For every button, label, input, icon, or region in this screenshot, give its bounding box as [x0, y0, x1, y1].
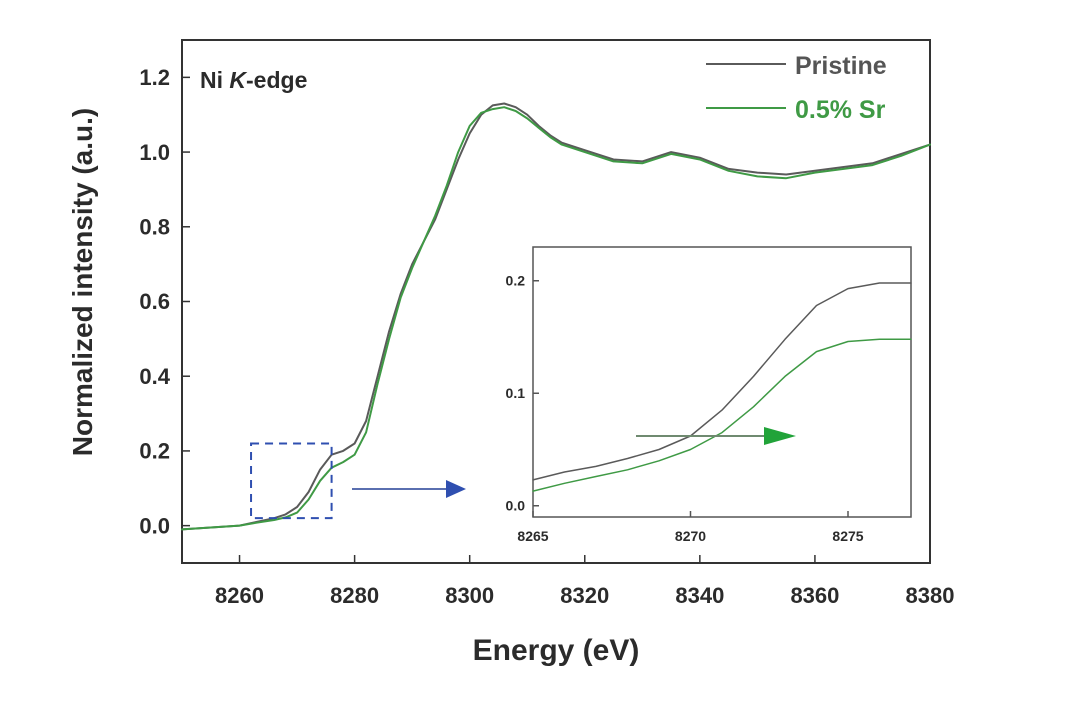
- series-line-pristine: [532, 282, 912, 481]
- inset-series-lines: [532, 282, 912, 492]
- y-tick-label: 0.0: [139, 513, 170, 538]
- y-axis-title: Normalized intensity (a.u.): [67, 108, 98, 457]
- inset-frame: [532, 246, 912, 518]
- y-tick-label: 1.2: [139, 65, 170, 90]
- shift-arrow-head: [764, 427, 796, 445]
- edge-annotation-k: K: [229, 67, 247, 93]
- inset-x-ticks: 8265 8270 8275: [517, 511, 864, 544]
- x-axis-title: Energy (eV): [473, 634, 640, 667]
- legend-label-sr: 0.5% Sr: [795, 96, 886, 124]
- edge-annotation-suffix: -edge: [246, 67, 307, 93]
- x-tick-label: 8320: [560, 583, 609, 608]
- x-tick-label: 8270: [675, 528, 706, 544]
- main-y-ticks: 0.0 0.2 0.4 0.6 0.8 1.0 1.2: [139, 65, 190, 538]
- x-tick-label: 8340: [675, 583, 724, 608]
- y-tick-label: 0.0: [506, 498, 526, 514]
- main-series-lines: [181, 102, 931, 531]
- series-line-pristine: [181, 102, 931, 531]
- series-line-sr: [181, 106, 931, 531]
- x-tick-label: 8265: [517, 528, 548, 544]
- x-tick-label: 8360: [790, 583, 839, 608]
- y-tick-label: 0.2: [139, 439, 170, 464]
- edge-annotation: Ni K-edge: [200, 67, 307, 93]
- inset-y-ticks: 0.0 0.1 0.2: [506, 273, 539, 514]
- y-tick-label: 0.8: [139, 214, 170, 239]
- y-tick-label: 0.6: [139, 289, 170, 314]
- x-tick-label: 8380: [906, 583, 955, 608]
- y-tick-label: 0.1: [506, 385, 526, 401]
- series-line-sr: [532, 338, 912, 492]
- zoom-arrow-head: [446, 480, 466, 498]
- main-x-ticks: 8260 8280 8300 8320 8340 8360 8380: [215, 555, 954, 608]
- x-tick-label: 8280: [330, 583, 379, 608]
- x-tick-label: 8300: [445, 583, 494, 608]
- zoom-region-box: [250, 442, 333, 520]
- y-tick-label: 0.4: [139, 364, 170, 389]
- edge-annotation-element: Ni: [200, 67, 229, 93]
- legend: Pristine 0.5% Sr: [706, 52, 887, 124]
- x-tick-label: 8275: [832, 528, 863, 544]
- x-tick-label: 8260: [215, 583, 264, 608]
- y-tick-label: 0.2: [506, 273, 526, 289]
- y-tick-label: 1.0: [139, 140, 170, 165]
- legend-label-pristine: Pristine: [795, 52, 887, 80]
